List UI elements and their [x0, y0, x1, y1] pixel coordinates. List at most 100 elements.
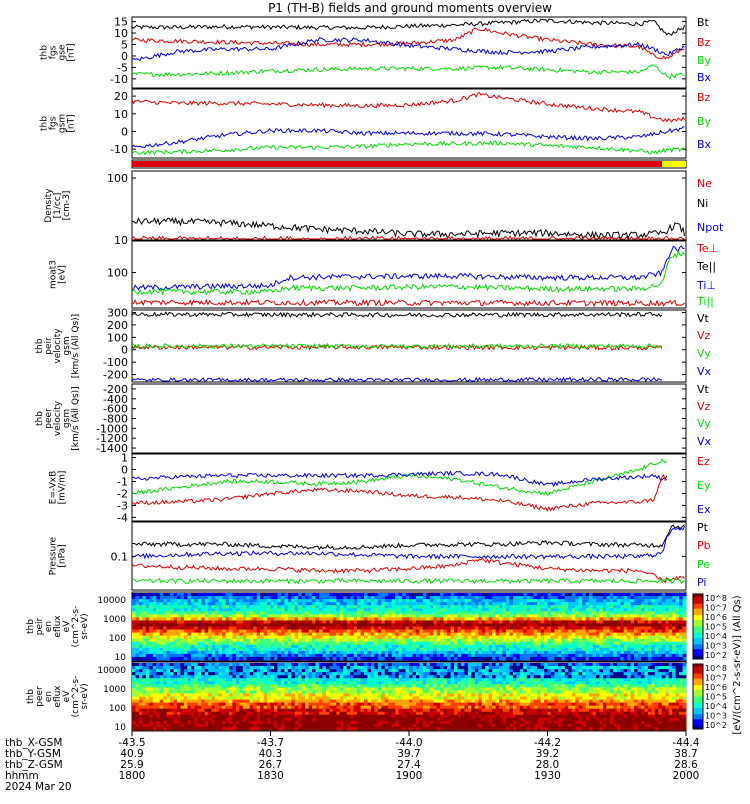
spectrogram-cell [257, 693, 261, 696]
spectrogram-cell [246, 684, 250, 687]
spectrogram-cell [174, 633, 178, 636]
spectrogram-cell [205, 614, 209, 617]
spectrogram-cell [367, 611, 371, 614]
spectrogram-cell [426, 627, 430, 630]
spectrogram-cell [489, 627, 493, 630]
spectrogram-cell [153, 721, 157, 724]
spectrogram-cell [665, 599, 669, 602]
spectrogram-cell [329, 633, 333, 636]
spectrogram-cell [295, 693, 299, 696]
spectrogram-cell [146, 675, 150, 678]
spectrogram-cell [658, 654, 662, 657]
spectrogram-cell [174, 700, 178, 703]
spectrogram-cell [281, 724, 285, 727]
spectrogram-cell [316, 642, 320, 645]
spectrogram-cell [419, 608, 423, 611]
spectrogram-cell [599, 651, 603, 654]
spectrogram-cell [139, 657, 143, 660]
spectrogram-cell [641, 593, 645, 596]
spectrogram-cell [229, 697, 233, 700]
spectrogram-cell [599, 657, 603, 660]
spectrogram-cell [665, 611, 669, 614]
spectrogram-cell [610, 614, 614, 617]
spectrogram-cell [406, 645, 410, 648]
spectrogram-cell [219, 654, 223, 657]
spectrogram-cell [378, 608, 382, 611]
spectrogram-cell [502, 605, 506, 608]
spectrogram-cell [139, 651, 143, 654]
spectrogram-cell [672, 651, 676, 654]
spectrogram-cell [665, 651, 669, 654]
spectrogram-cell [541, 599, 545, 602]
spectrogram-cell [322, 596, 326, 599]
spectrogram-cell [374, 654, 378, 657]
spectrogram-cell [506, 614, 510, 617]
spectrogram-cell [343, 651, 347, 654]
spectrogram-cell [378, 654, 382, 657]
spectrogram-cell [548, 636, 552, 639]
spectrogram-cell [554, 639, 558, 642]
spectrogram-cell [464, 642, 468, 645]
spectrogram-cell [457, 639, 461, 642]
spectrogram-cell [135, 627, 139, 630]
spectrogram-cell [509, 654, 513, 657]
spectrogram-cell [589, 639, 593, 642]
spectrogram-cell [302, 675, 306, 678]
spectrogram-cell [644, 596, 648, 599]
spectrogram-cell [457, 657, 461, 660]
spectrogram-cell [464, 608, 468, 611]
spectrogram-cell [170, 645, 174, 648]
spectrogram-cell [406, 596, 410, 599]
spectrogram-cell [222, 657, 226, 660]
spectrogram-cell [316, 645, 320, 648]
spectrogram-cell [205, 599, 209, 602]
spectrogram-cell [191, 715, 195, 718]
spectrogram-cell [215, 697, 219, 700]
spectrogram-cell [565, 596, 569, 599]
spectrogram-cell [457, 623, 461, 626]
spectrogram-cell [589, 617, 593, 620]
spectrogram-cell [606, 633, 610, 636]
spectrogram-cell [336, 645, 340, 648]
spectrogram-cell [187, 627, 191, 630]
spectrogram-cell [225, 639, 229, 642]
spectrogram-cell [139, 703, 143, 706]
spectrogram-cell [437, 651, 441, 654]
spectrogram-cell [277, 693, 281, 696]
spectrogram-cell [658, 642, 662, 645]
spectrogram-cell [672, 620, 676, 623]
spectrogram-cell [132, 669, 136, 672]
spectrogram-cell [167, 669, 171, 672]
spectrogram-cell [454, 599, 458, 602]
spectrogram-cell [212, 642, 216, 645]
spectrogram-cell [142, 721, 146, 724]
spectrogram-cell [613, 617, 617, 620]
spectrogram-cell [437, 657, 441, 660]
spectrogram-cell [222, 627, 226, 630]
spectrogram-cell [596, 602, 600, 605]
spectrogram-cell [298, 627, 302, 630]
spectrogram-cell [225, 602, 229, 605]
spectrogram-cell [572, 596, 576, 599]
spectrogram-cell [305, 715, 309, 718]
spectrogram-cell [135, 648, 139, 651]
spectrogram-cell [575, 627, 579, 630]
spectrogram-cell [135, 666, 139, 669]
spectrogram-cell [219, 651, 223, 654]
spectrogram-cell [288, 678, 292, 681]
spectrogram-cell [371, 654, 375, 657]
spectrogram-cell [191, 593, 195, 596]
spectrogram-cell [454, 620, 458, 623]
spectrogram-cell [527, 645, 531, 648]
spectrogram-cell [243, 687, 247, 690]
spectrogram-cell [191, 627, 195, 630]
spectrogram-cell [271, 678, 275, 681]
spectrogram-cell [374, 599, 378, 602]
spectrogram-cell [222, 599, 226, 602]
spectrogram-cell [350, 620, 354, 623]
spectrogram-cell [586, 642, 590, 645]
spectrogram-cell [440, 642, 444, 645]
spectrogram-cell [225, 651, 229, 654]
spectrogram-cell [281, 715, 285, 718]
spectrogram-cell [613, 614, 617, 617]
